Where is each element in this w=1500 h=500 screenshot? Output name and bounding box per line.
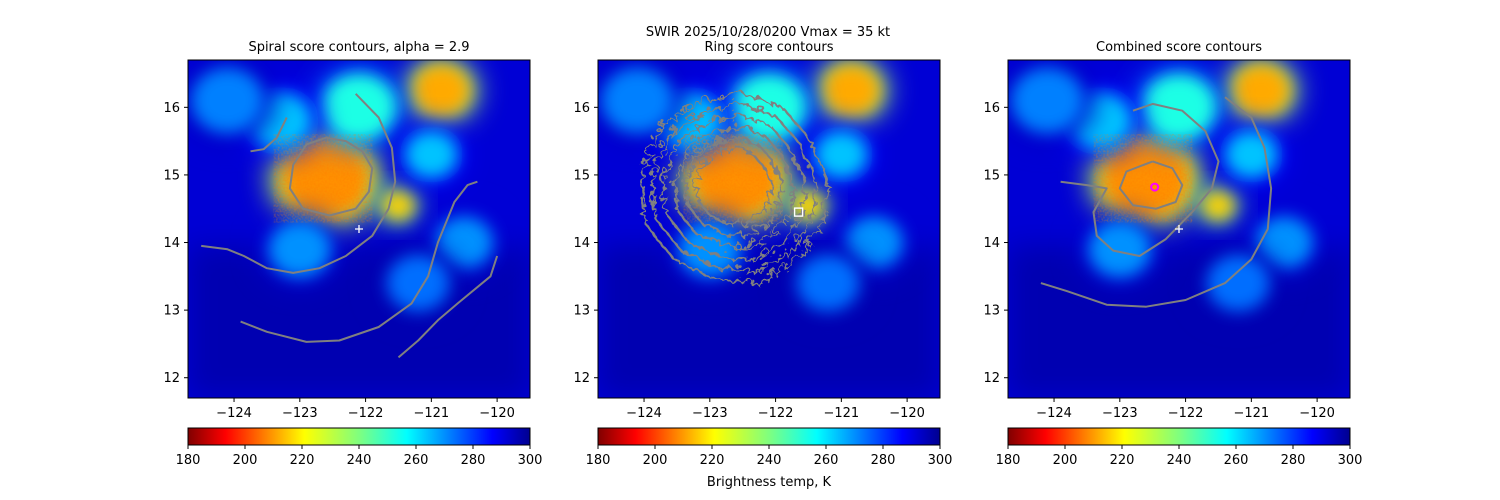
- colorbar-tick-label: 300: [928, 453, 953, 468]
- contour-inner-ring: [1118, 160, 1184, 210]
- y-tick-label: 12: [983, 371, 1000, 386]
- contour-outer-band: [240, 180, 478, 343]
- axes-frame: [597, 59, 941, 399]
- contour-ring-region: [647, 100, 815, 270]
- colorbar-tick-label: 220: [700, 453, 725, 468]
- x-tick-label: −120: [479, 406, 515, 421]
- colorbar-tick-label: 300: [518, 453, 543, 468]
- colorbar-tick-label: 180: [586, 453, 611, 468]
- center-square-marker: [793, 207, 804, 217]
- contour-upper-left-arc: [250, 117, 288, 153]
- colorbar-tick-label: 280: [461, 453, 486, 468]
- contour-ring-region: [636, 89, 827, 281]
- panel-spiral: Spiral score contours, alpha = 2.9 −124 −1…: [163, 40, 542, 468]
- contour-inner-ring: [288, 136, 374, 217]
- y-tick-label: 13: [163, 304, 180, 319]
- y-tick-label: 16: [163, 101, 180, 116]
- panel-title: Ring score contours: [704, 40, 833, 55]
- axes-frame: [1007, 59, 1351, 399]
- y-tick-label: 16: [573, 101, 590, 116]
- contour-ring-region: [669, 122, 792, 246]
- combined-center-marker: [1150, 182, 1160, 192]
- y-tick-label: 14: [983, 236, 1000, 251]
- y-tick-label: 15: [983, 168, 1000, 183]
- x-tick-label: −124: [1036, 406, 1072, 421]
- panel-combined: Combined score contours −124 −123 −122 −121 −…: [983, 40, 1362, 468]
- y-tick-label: 14: [573, 236, 590, 251]
- colorbar-tick-label: 180: [176, 453, 201, 468]
- contour-outer-spiral: [1040, 96, 1273, 308]
- contour-main-spiral: [201, 93, 397, 274]
- colorbar: [1007, 427, 1351, 446]
- center-plus-marker: [1175, 225, 1183, 233]
- colorbar: [597, 427, 941, 446]
- y-tick-label: 12: [573, 371, 590, 386]
- colorbar-tick-label: 240: [1167, 453, 1192, 468]
- colorbar-tick-label: 260: [404, 453, 429, 468]
- colorbar-tick-label: 200: [1053, 453, 1078, 468]
- colorbar-tick-label: 260: [814, 453, 839, 468]
- colorbar-tick-label: 180: [996, 453, 1021, 468]
- x-tick-label: −123: [1102, 406, 1138, 421]
- x-tick-label: −123: [282, 406, 318, 421]
- panel-ring: Ring score contours −124 −123 −122 −121 −120 1…: [573, 40, 952, 468]
- colorbar-tick-label: 200: [233, 453, 258, 468]
- colorbar-tick-label: 280: [1281, 453, 1306, 468]
- contour-ring-region: [680, 133, 781, 234]
- x-tick-label: −120: [889, 406, 925, 421]
- x-tick-label: −121: [823, 406, 859, 421]
- panel-title: Spiral score contours, alpha = 2.9: [248, 40, 469, 55]
- colorbar-tick-label: 300: [1338, 453, 1363, 468]
- x-tick-label: −121: [413, 406, 449, 421]
- y-tick-label: 12: [163, 371, 180, 386]
- x-tick-label: −122: [758, 406, 794, 421]
- brightness-temp-image: [188, 60, 530, 398]
- x-tick-label: −121: [1233, 406, 1269, 421]
- y-tick-label: 14: [163, 236, 180, 251]
- colorbar-tick-label: 240: [757, 453, 782, 468]
- colorbar-tick-label: 280: [871, 453, 896, 468]
- colorbar: [187, 427, 531, 446]
- x-tick-label: −123: [692, 406, 728, 421]
- y-tick-label: 13: [573, 304, 590, 319]
- x-tick-label: −120: [1299, 406, 1335, 421]
- contour-east-band: [397, 255, 499, 359]
- y-tick-label: 16: [983, 101, 1000, 116]
- center-plus-marker: [355, 225, 363, 233]
- x-tick-label: −124: [626, 406, 662, 421]
- y-tick-label: 15: [573, 168, 590, 183]
- colorbar-tick-label: 200: [643, 453, 668, 468]
- x-tick-label: −124: [216, 406, 252, 421]
- axes-frame: [187, 59, 531, 399]
- contour-ring-region: [691, 144, 769, 223]
- y-tick-label: 15: [163, 168, 180, 183]
- colorbar-tick-label: 260: [1224, 453, 1249, 468]
- brightness-temp-image: [598, 60, 940, 398]
- y-tick-label: 13: [983, 304, 1000, 319]
- x-tick-label: −122: [348, 406, 384, 421]
- colorbar-tick-label: 220: [290, 453, 315, 468]
- figure-suptitle: SWIR 2025/10/28/0200 Vmax = 35 kt: [646, 25, 890, 40]
- colorbar-label: Brightness temp, K: [707, 475, 832, 490]
- x-tick-label: −122: [1168, 406, 1204, 421]
- panel-title: Combined score contours: [1096, 40, 1262, 55]
- colorbar-tick-label: 240: [347, 453, 372, 468]
- contour-ring-region: [658, 111, 804, 258]
- colorbar-tick-label: 220: [1110, 453, 1135, 468]
- contour-middle-spiral: [1060, 102, 1220, 257]
- brightness-temp-image: [1008, 60, 1350, 398]
